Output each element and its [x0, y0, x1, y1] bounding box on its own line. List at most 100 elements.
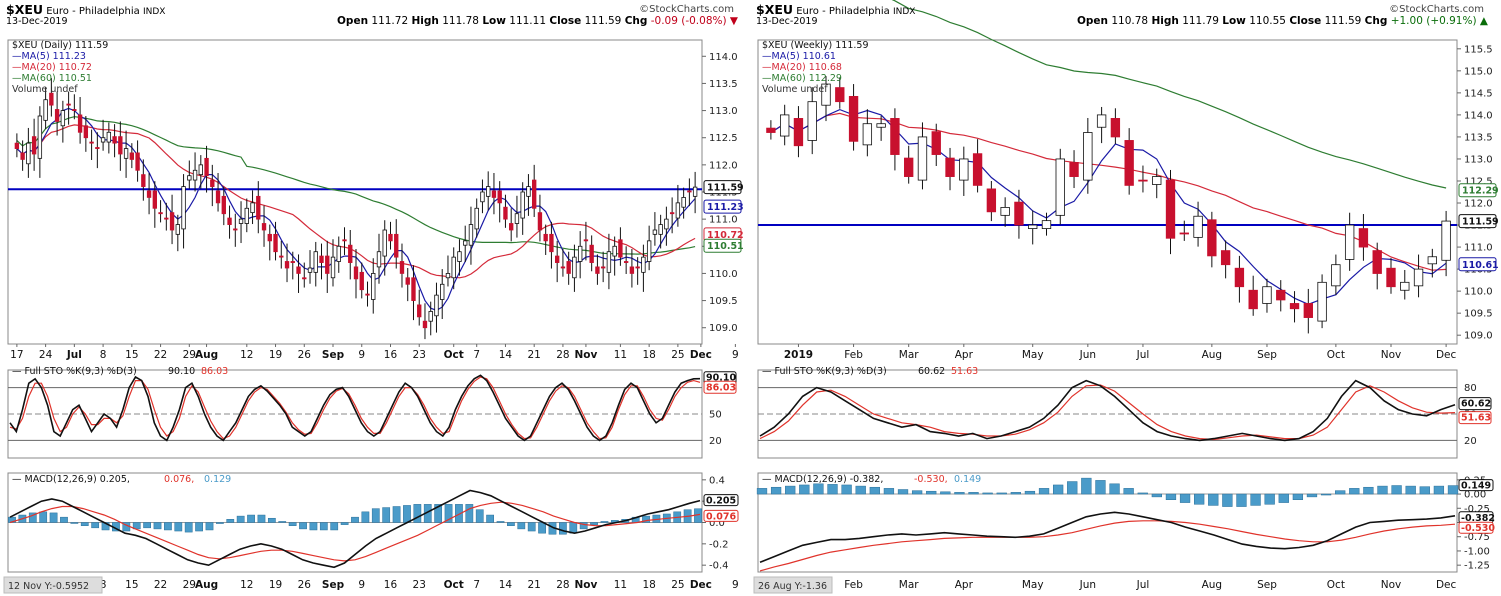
- x-tick-label-bottom: 29: [183, 579, 196, 591]
- candle: [244, 207, 249, 224]
- symbol: $XEU: [756, 2, 794, 17]
- x-tick-label-bottom: 7: [473, 579, 480, 591]
- x-tick-label: Jul: [66, 349, 82, 361]
- macd-line: [759, 511, 1456, 564]
- sto-tick-label: 20: [709, 436, 722, 447]
- macd-histogram-bar: [1320, 493, 1332, 496]
- candle: [26, 142, 31, 165]
- x-tick-label-bottom: Nov: [1381, 579, 1402, 591]
- status-readout: 26 Aug Y:-1.36: [758, 581, 827, 592]
- price-tag: 110.61: [1462, 260, 1499, 271]
- sto-label: — Full STO %K(9,3) %D(3): [762, 366, 887, 377]
- candle: [618, 239, 623, 258]
- x-tick-label-bottom: Sep: [322, 579, 345, 591]
- macd-tag-box: [1458, 479, 1494, 492]
- macd-histogram-bar: [382, 507, 391, 523]
- x-tick-label: 18: [642, 349, 655, 361]
- x-tick-label-bottom: 21: [527, 579, 540, 591]
- macd-tick-label: 0.00: [1464, 490, 1486, 501]
- candle: [399, 261, 405, 274]
- status-box: [753, 576, 833, 594]
- candle: [658, 224, 663, 235]
- candle: [1096, 114, 1107, 128]
- macd-histogram-bar: [288, 522, 297, 526]
- macd-label: — MACD(12,26,9) 0.205,: [12, 474, 130, 485]
- x-tick-label: 7: [473, 349, 480, 361]
- macd-histogram-bar: [392, 506, 401, 523]
- candle: [405, 277, 410, 285]
- candle: [89, 141, 94, 144]
- x-tick-label: Dec: [690, 349, 712, 361]
- price-tag: 111.59: [1462, 217, 1499, 228]
- macd-tag: -0.382: [1461, 513, 1495, 524]
- candle: [43, 99, 48, 121]
- sto-k-value: 90.10: [168, 366, 195, 377]
- price-tag-box: [1458, 183, 1497, 198]
- macd-histogram-bar: [507, 522, 515, 526]
- x-tick-label-bottom: 9: [732, 579, 739, 591]
- candle: [1124, 140, 1134, 186]
- candle: [1372, 250, 1382, 274]
- candle: [434, 294, 439, 317]
- macd-histogram-bar: [926, 490, 937, 495]
- x-tick-label: 16: [384, 349, 398, 361]
- chart-body: 109.0109.5110.0110.5111.0111.5112.0112.5…: [753, 0, 1499, 594]
- x-tick-label: 9: [358, 349, 365, 361]
- legend-main: $XEU (Weekly) 111.59: [762, 40, 869, 51]
- x-tick-label-bottom: 25: [671, 579, 684, 591]
- candle: [595, 266, 600, 274]
- macd-histogram-bar: [465, 504, 474, 523]
- candle: [267, 233, 272, 242]
- x-tick-label: Oct: [1327, 349, 1345, 361]
- candle: [848, 95, 859, 142]
- low-value: 111.11: [509, 15, 547, 27]
- candle: [152, 190, 158, 209]
- macd-histogram-bar: [756, 488, 768, 495]
- candle: [835, 87, 845, 103]
- candle: [181, 186, 186, 230]
- candle: [14, 142, 20, 149]
- candle: [652, 229, 658, 235]
- candle: [583, 239, 589, 242]
- macd-histogram-bar: [1335, 490, 1346, 495]
- macd-histogram-bar: [299, 522, 307, 530]
- candle: [491, 190, 497, 198]
- macd-histogram-bar: [1433, 485, 1445, 495]
- exchange: INDX: [892, 7, 916, 17]
- macd-histogram-bar: [486, 514, 494, 523]
- candle: [931, 131, 941, 155]
- candle: [514, 213, 520, 224]
- macd-histogram-bar: [39, 511, 48, 523]
- x-tick-label: 15: [125, 349, 138, 361]
- macd-tick-label: -0.25: [1464, 504, 1490, 515]
- x-tick-label-bottom: 26: [298, 579, 312, 591]
- x-tick-label: Apr: [955, 349, 974, 361]
- candle: [1055, 158, 1065, 216]
- macd-histogram-bar: [1278, 493, 1289, 503]
- sto-k-value: 60.62: [918, 366, 945, 377]
- candle: [572, 256, 577, 279]
- candle: [457, 251, 462, 262]
- macd-histogram-bar: [1264, 493, 1275, 505]
- candle: [959, 158, 969, 181]
- macd-histogram-bar: [226, 519, 235, 523]
- x-tick-label: 2019: [784, 349, 813, 361]
- sto-tag: 86.03: [706, 382, 736, 393]
- macd-histogram-bar: [80, 522, 89, 526]
- macd-histogram-bar: [590, 522, 598, 525]
- candle: [687, 190, 692, 193]
- macd-histogram-bar: [642, 515, 650, 523]
- x-tick-label: 24: [39, 349, 53, 361]
- candle: [129, 152, 135, 160]
- x-tick-label-bottom: 28: [556, 579, 569, 591]
- change-value: -0.09 (-0.08%): [650, 15, 727, 27]
- x-tick-label-bottom: 9: [358, 579, 365, 591]
- macd-histogram-bar: [1179, 493, 1191, 503]
- candle: [543, 233, 548, 242]
- price-tag: 110.72: [707, 230, 744, 241]
- candle: [646, 240, 652, 262]
- x-tick-label-bottom: Apr: [955, 579, 974, 591]
- macd-histogram-bar: [267, 517, 276, 523]
- candle: [1276, 289, 1286, 301]
- candle: [445, 273, 451, 279]
